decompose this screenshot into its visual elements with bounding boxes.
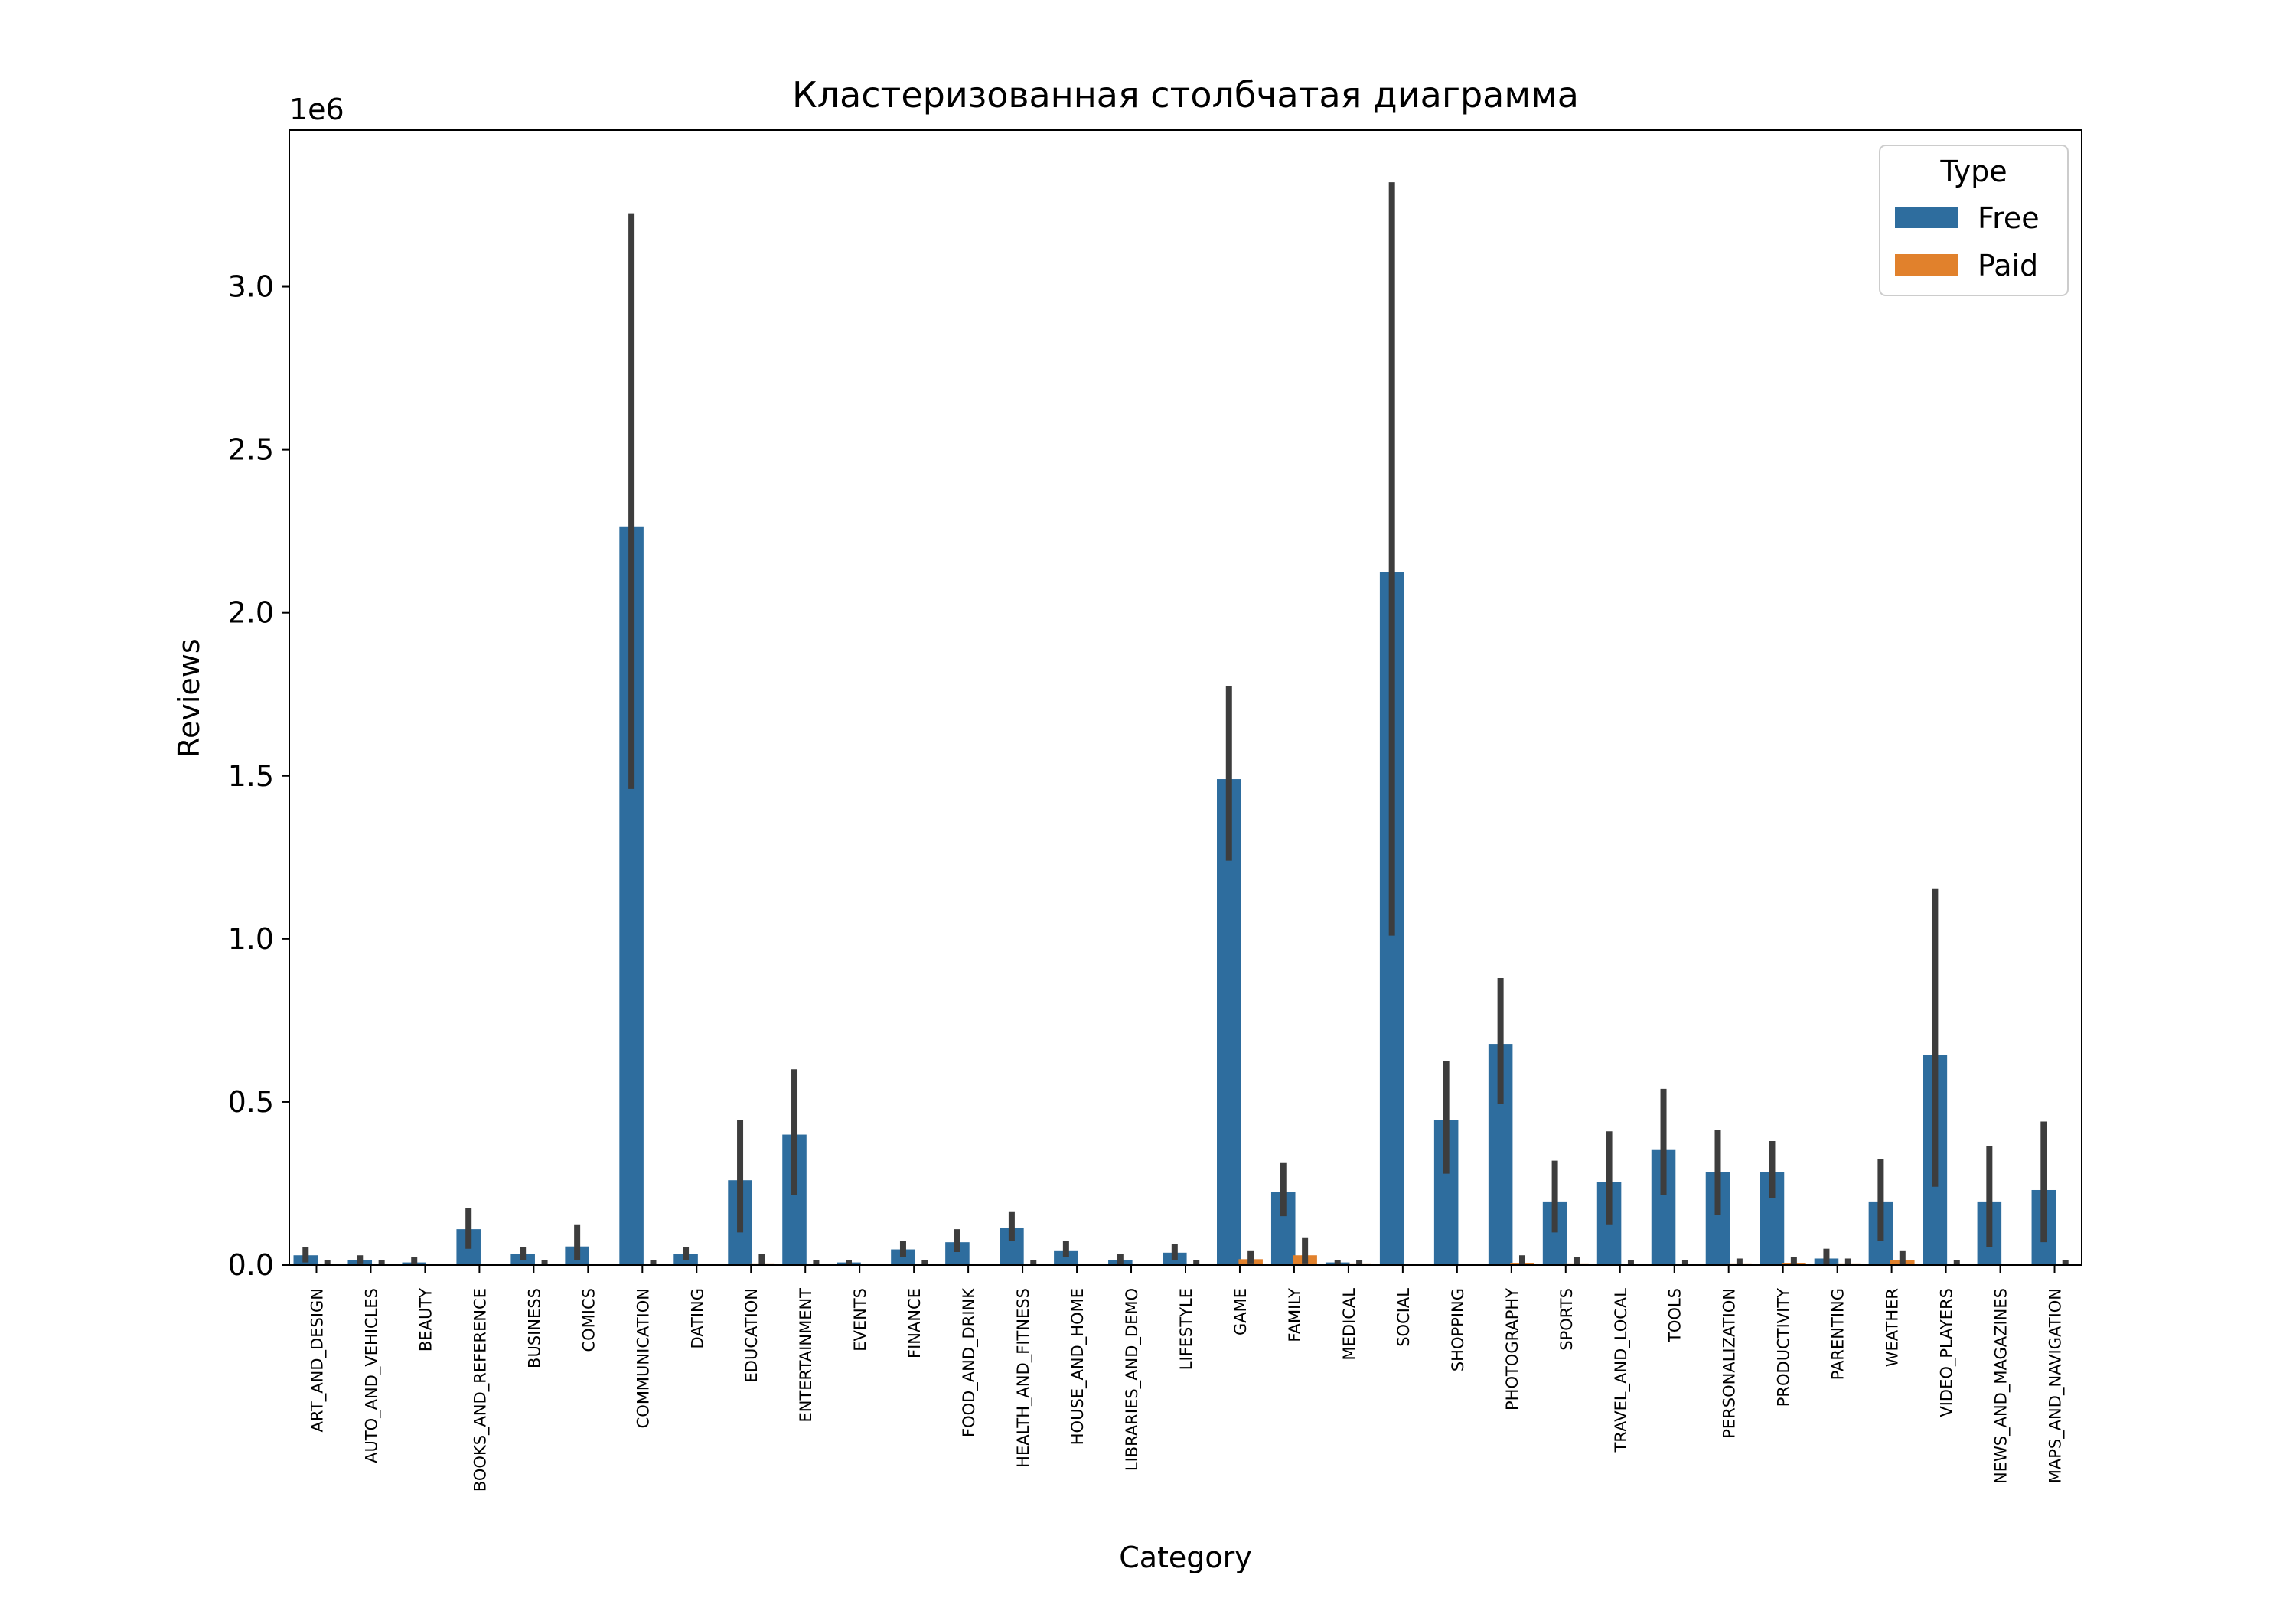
x-tick-label: BUSINESS — [525, 1288, 543, 1368]
x-tick-label: MAPS_AND_NAVIGATION — [2047, 1288, 2066, 1483]
x-tick-label: PHOTOGRAPHY — [1503, 1288, 1521, 1410]
x-tick-label: BEAUTY — [416, 1288, 435, 1352]
y-axis: 0.0 0.5 1.0 1.5 2.0 2.5 3.0 — [228, 270, 289, 1282]
error-bars-layer — [302, 182, 2069, 1265]
x-tick-label: PERSONALIZATION — [1720, 1288, 1739, 1439]
legend-title: Type — [1939, 155, 2007, 188]
x-tick-label: GAME — [1231, 1288, 1250, 1335]
y-tick-label: 2.0 — [228, 596, 274, 630]
legend-label-paid: Paid — [1978, 249, 2038, 282]
x-tick-label: COMICS — [579, 1288, 598, 1352]
y-tick-label: 2.5 — [228, 433, 274, 467]
x-tick-label: SPORTS — [1557, 1288, 1576, 1351]
x-tick-label: AUTO_AND_VEHICLES — [362, 1288, 381, 1463]
legend-swatch-paid — [1895, 254, 1958, 276]
y-tick-label: 1.5 — [228, 759, 274, 793]
y-axis-label: Reviews — [172, 638, 206, 757]
bar-free-finance — [891, 1249, 915, 1265]
x-tick-label: VIDEO_PLAYERS — [1938, 1288, 1957, 1417]
x-tick-label: PRODUCTIVITY — [1775, 1288, 1793, 1407]
x-tick-label: WEATHER — [1883, 1288, 1902, 1367]
x-tick-label: PARENTING — [1829, 1288, 1848, 1380]
x-tick-label: EVENTS — [851, 1288, 869, 1352]
x-axis-label: Category — [1119, 1541, 1252, 1574]
chart-title: Кластеризованная столбчатая диаграмма — [792, 74, 1579, 116]
x-tick-label: FAMILY — [1286, 1288, 1304, 1342]
x-tick-label: MEDICAL — [1340, 1288, 1358, 1361]
plot-frame — [289, 129, 2082, 1266]
y-tick-label: 3.0 — [228, 270, 274, 304]
legend-label-free: Free — [1978, 201, 2040, 235]
x-tick-label: ENTERTAINMENT — [797, 1288, 815, 1423]
x-tick-label: BOOKS_AND_REFERENCE — [471, 1288, 490, 1492]
x-tick-label: SHOPPING — [1449, 1288, 1467, 1371]
x-tick-label: SOCIAL — [1394, 1288, 1413, 1347]
bars-layer — [293, 526, 2078, 1265]
x-axis: ART_AND_DESIGN AUTO_AND_VEHICLES BEAUTY BOO… — [308, 1265, 2066, 1492]
bar-free-house-and-home — [1054, 1250, 1078, 1265]
legend: Type Free Paid — [1879, 145, 2069, 296]
legend-swatch-free — [1895, 207, 1958, 228]
x-tick-label: HEALTH_AND_FITNESS — [1014, 1288, 1033, 1468]
y-tick-label: 0.0 — [228, 1248, 274, 1282]
x-tick-label: FINANCE — [905, 1288, 924, 1358]
x-tick-label: EDUCATION — [742, 1288, 761, 1382]
x-tick-label: TRAVEL_AND_LOCAL — [1612, 1288, 1631, 1453]
x-tick-label: FOOD_AND_DRINK — [960, 1287, 979, 1437]
y-tick-label: 0.5 — [228, 1085, 274, 1119]
x-tick-label: LIBRARIES_AND_DEMO — [1123, 1288, 1142, 1471]
y-tick-label: 1.0 — [228, 922, 274, 956]
x-tick-label: TOOLS — [1666, 1288, 1684, 1343]
x-tick-label: DATING — [688, 1288, 706, 1349]
x-tick-label: NEWS_AND_MAGAZINES — [1992, 1288, 2011, 1484]
x-tick-label: ART_AND_DESIGN — [308, 1288, 327, 1432]
x-tick-label: HOUSE_AND_HOME — [1068, 1288, 1088, 1445]
y-offset-label: 1e6 — [289, 93, 344, 126]
x-tick-label: LIFESTYLE — [1177, 1288, 1195, 1370]
x-tick-label: COMMUNICATION — [634, 1288, 652, 1428]
